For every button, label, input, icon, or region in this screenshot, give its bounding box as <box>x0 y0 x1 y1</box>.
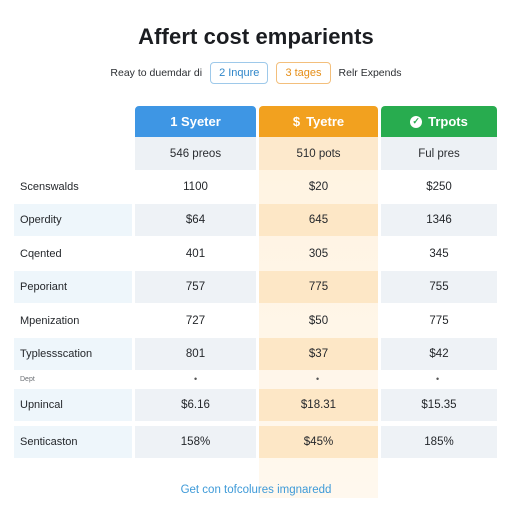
plan-3-title: Trpots <box>428 114 468 129</box>
dollar-icon: $ <box>292 114 301 129</box>
filter-chip-tages[interactable]: 3 tages <box>276 62 331 84</box>
separator-label: Dept <box>20 375 35 383</box>
row-label: Upnincal <box>14 389 132 421</box>
row-label: Scenswalds <box>20 181 79 193</box>
table-cell: 755 <box>381 271 497 303</box>
table-row: Typlessscation 801 $37 $42 <box>14 338 497 370</box>
table-row: Mpenization 727 $50 775 <box>14 305 497 337</box>
plan-1-subtitle: 546 preos <box>135 137 256 170</box>
table-cell: $45% <box>259 426 378 458</box>
dot-marker: • <box>194 374 198 384</box>
table-row: Upnincal $6.16 $18.31 $15.35 <box>14 389 497 421</box>
table-cell: $37 <box>259 338 378 370</box>
table-cell: $6.16 <box>135 389 256 421</box>
table-cell: 645 <box>259 204 378 236</box>
table-cell: $15.35 <box>381 389 497 421</box>
table-cell: 401 <box>185 248 206 260</box>
plan-2-title: Tyetre <box>306 114 345 129</box>
table-cell: $20 <box>308 181 329 193</box>
table-cell: 185% <box>381 426 497 458</box>
table-cell: 727 <box>185 315 206 327</box>
table-cell: $18.31 <box>259 389 378 421</box>
table-cell: 158% <box>135 426 256 458</box>
dot-marker: • <box>316 374 320 384</box>
row-label: Operdity <box>14 204 132 236</box>
table-row: Peporiant 757 775 755 <box>14 271 497 303</box>
filter-chip-inqure[interactable]: 2 Inqure <box>210 62 269 84</box>
table-cell: 1346 <box>381 204 497 236</box>
column-header-plan-2[interactable]: $ Tyetre <box>259 106 378 137</box>
section-separator: Dept • • • <box>14 372 497 386</box>
column-header-plan-3[interactable]: ✓ Trpots <box>381 106 497 137</box>
row-label: Peporiant <box>14 271 132 303</box>
table-cell: $250 <box>426 181 452 193</box>
dot-marker: • <box>436 374 440 384</box>
table-cell: 801 <box>135 338 256 370</box>
table-cell: 345 <box>429 248 449 260</box>
filter-trailing-label: Relr Expends <box>338 67 402 79</box>
plan-2-subtitle: 510 pots <box>259 137 378 170</box>
table-cell: 775 <box>429 315 449 327</box>
column-header-plan-1[interactable]: 1 Syeter <box>135 106 256 137</box>
plan-3-subtitle: Ful pres <box>381 137 497 170</box>
table-row: Scenswalds 1100 $20 $250 <box>14 171 497 203</box>
table-cell: 305 <box>308 248 329 260</box>
table-cell: $64 <box>135 204 256 236</box>
page-title: Affert cost emparients <box>138 24 374 49</box>
table-cell: $42 <box>381 338 497 370</box>
check-circle-icon: ✓ <box>410 115 423 128</box>
row-label: Cqented <box>20 248 62 260</box>
row-label: Mpenization <box>20 315 80 327</box>
filter-bar: Reay to duemdar di 2 Inqure 3 tages Relr… <box>0 61 512 85</box>
table-cell: 1100 <box>183 181 208 193</box>
table-cell: 757 <box>135 271 256 303</box>
table-cell: 775 <box>259 271 378 303</box>
table-row: Operdity $64 645 1346 <box>14 204 497 236</box>
row-label: Senticaston <box>14 426 132 458</box>
filter-label: Reay to duemdar di <box>110 67 203 79</box>
row-label: Typlessscation <box>14 338 132 370</box>
table-cell: $50 <box>308 315 329 327</box>
table-row: Cqented 401 305 345 <box>14 238 497 270</box>
footer-link[interactable]: Get con tofcolures imgnaredd <box>180 484 332 496</box>
table-row: Senticaston 158% $45% 185% <box>14 426 497 458</box>
plan-1-title: 1 Syeter <box>170 114 221 129</box>
